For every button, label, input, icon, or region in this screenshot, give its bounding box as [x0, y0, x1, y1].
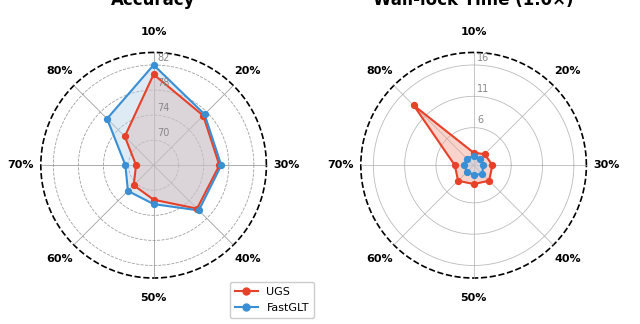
Text: 60%: 60%	[46, 254, 73, 264]
Text: 40%: 40%	[554, 254, 581, 264]
Point	[131, 163, 141, 168]
Text: 11: 11	[477, 84, 489, 94]
Point	[192, 206, 202, 211]
Point	[123, 188, 133, 193]
Text: 10%: 10%	[460, 27, 487, 37]
Point	[148, 72, 159, 77]
Text: 78: 78	[157, 78, 170, 88]
Point	[102, 116, 112, 121]
Point	[129, 183, 139, 188]
Point	[120, 134, 130, 139]
Text: 30%: 30%	[593, 160, 620, 170]
Text: 6: 6	[477, 115, 483, 125]
Point	[148, 197, 159, 202]
Text: 80%: 80%	[46, 66, 73, 76]
Point	[409, 103, 419, 108]
Polygon shape	[125, 75, 220, 209]
Text: 20%: 20%	[554, 66, 581, 76]
Point	[479, 152, 490, 157]
Point	[216, 163, 227, 168]
Point	[214, 163, 225, 168]
Text: 80%: 80%	[366, 66, 393, 76]
Legend: UGS, FastGLT: UGS, FastGLT	[230, 282, 314, 318]
Text: 74: 74	[157, 103, 170, 113]
Point	[468, 181, 479, 187]
Polygon shape	[464, 156, 483, 175]
Polygon shape	[414, 105, 492, 184]
Point	[148, 202, 159, 207]
Text: 16: 16	[477, 53, 489, 63]
Title: Wall-lock Time (1.0×): Wall-lock Time (1.0×)	[373, 0, 574, 9]
Point	[462, 169, 472, 175]
Text: 70%: 70%	[7, 160, 34, 170]
Point	[148, 63, 159, 68]
Point	[478, 163, 488, 168]
Text: 82: 82	[157, 53, 170, 63]
Text: 20%: 20%	[234, 66, 261, 76]
Point	[120, 163, 131, 168]
Text: 60%: 60%	[366, 254, 393, 264]
Text: 70: 70	[157, 128, 170, 138]
Point	[484, 178, 494, 183]
Point	[487, 163, 497, 168]
Point	[453, 178, 463, 183]
Text: 70%: 70%	[327, 160, 354, 170]
Point	[194, 208, 204, 213]
Point	[475, 156, 485, 161]
Point	[450, 163, 460, 168]
Text: 50%: 50%	[140, 293, 167, 303]
Point	[459, 163, 469, 168]
Point	[468, 153, 479, 158]
Point	[468, 172, 479, 177]
Text: 50%: 50%	[460, 293, 487, 303]
Point	[462, 156, 472, 161]
Text: 10%: 10%	[140, 27, 167, 37]
Point	[477, 171, 488, 177]
Title: Accuracy: Accuracy	[111, 0, 196, 9]
Point	[200, 112, 210, 117]
Point	[468, 150, 479, 155]
Polygon shape	[107, 65, 221, 211]
Text: 30%: 30%	[273, 160, 300, 170]
Point	[198, 113, 209, 118]
Text: 40%: 40%	[234, 254, 261, 264]
